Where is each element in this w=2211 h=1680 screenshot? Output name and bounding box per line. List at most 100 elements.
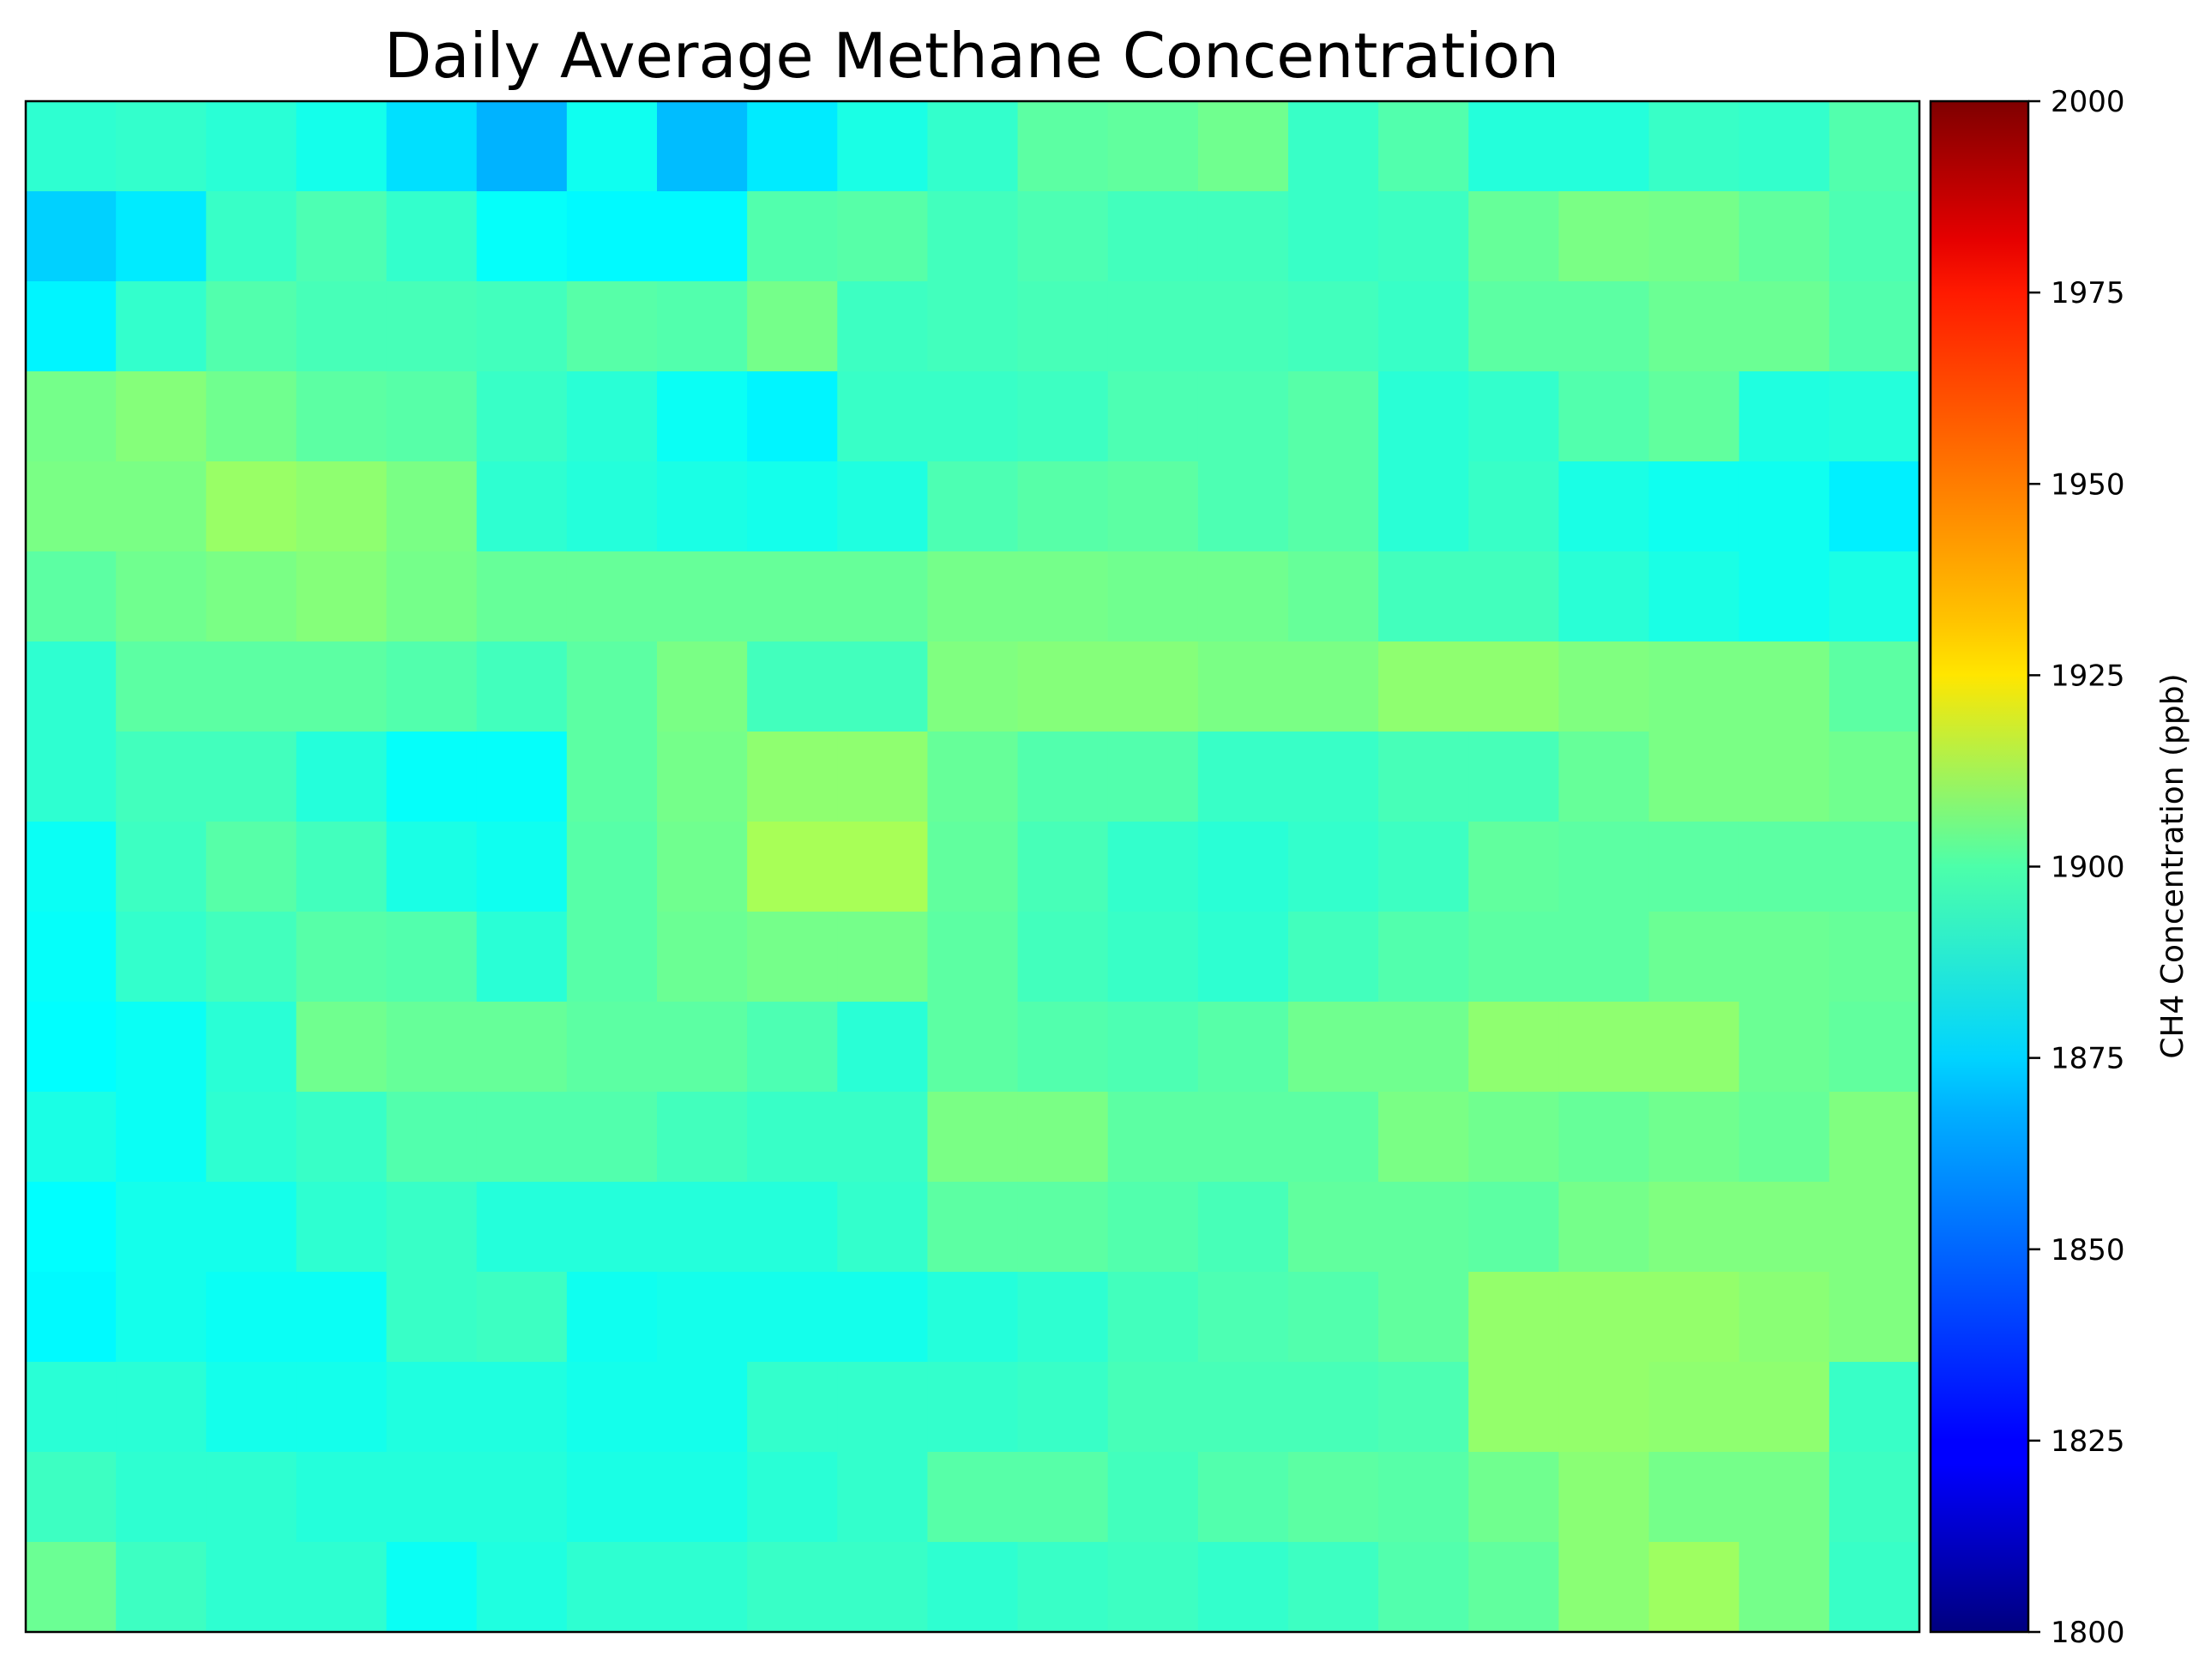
heatmap-cell <box>837 461 929 552</box>
heatmap-cell <box>1378 732 1469 822</box>
heatmap-cell <box>837 1272 929 1363</box>
heatmap-cell <box>566 1002 658 1093</box>
heatmap-cell <box>1558 461 1650 552</box>
heatmap-cell <box>1017 1182 1109 1273</box>
colorbar-tick-label: 1875 <box>2051 1042 2125 1076</box>
heatmap-cell <box>1738 912 1830 1003</box>
heatmap-cell <box>26 101 117 192</box>
heatmap-cell <box>927 551 1019 642</box>
heatmap-cell <box>1288 1362 1379 1453</box>
heatmap-cell <box>747 732 838 822</box>
plot-frame <box>24 99 1921 1634</box>
heatmap-cell <box>1558 551 1650 642</box>
heatmap-cell <box>657 101 748 192</box>
colorbar-tick-label: 1975 <box>2051 276 2125 310</box>
heatmap-cell <box>386 1272 478 1363</box>
heatmap-cell <box>1107 461 1199 552</box>
heatmap-cell <box>116 1272 207 1363</box>
heatmap-cell <box>1197 1452 1289 1543</box>
heatmap-cell <box>296 1182 388 1273</box>
heatmap-cell <box>1107 641 1199 732</box>
heatmap-cell <box>1378 1182 1469 1273</box>
heatmap-cell <box>476 101 568 192</box>
heatmap-cell <box>1828 1092 1920 1183</box>
heatmap-cell <box>1197 1092 1289 1183</box>
heatmap-cell <box>1378 1542 1469 1633</box>
heatmap-cell <box>1017 912 1109 1003</box>
heatmap-cell <box>1738 1362 1830 1453</box>
heatmap-cell <box>927 1092 1019 1183</box>
heatmap-cell <box>26 1362 117 1453</box>
heatmap-cell <box>1197 191 1289 282</box>
heatmap-cell <box>566 822 658 912</box>
heatmap-cell <box>1738 732 1830 822</box>
heatmap-cell <box>296 371 388 462</box>
heatmap-cell <box>296 1002 388 1093</box>
heatmap-cell <box>657 281 748 372</box>
heatmap-cell <box>296 101 388 192</box>
heatmap-cell <box>837 371 929 462</box>
heatmap-cell <box>1738 822 1830 912</box>
heatmap-cells <box>26 101 1920 1633</box>
heatmap-cell <box>1828 1182 1920 1273</box>
heatmap-cell <box>1738 101 1830 192</box>
heatmap-cell <box>476 1272 568 1363</box>
heatmap-cell <box>1468 101 1560 192</box>
heatmap-cell <box>566 281 658 372</box>
heatmap-cell <box>1558 191 1650 282</box>
heatmap-cell <box>26 822 117 912</box>
heatmap-cell <box>837 1542 929 1633</box>
heatmap-cell <box>657 1362 748 1453</box>
heatmap-cell <box>1648 551 1740 642</box>
heatmap-cell <box>837 1182 929 1273</box>
heatmap-cell <box>26 461 117 552</box>
heatmap-cell <box>657 461 748 552</box>
heatmap-cell <box>566 732 658 822</box>
heatmap-cell <box>566 1092 658 1183</box>
heatmap-cell <box>1828 101 1920 192</box>
heatmap-cell <box>296 551 388 642</box>
heatmap-cell <box>26 371 117 462</box>
heatmap-cell <box>927 371 1019 462</box>
heatmap-cell <box>1107 1362 1199 1453</box>
heatmap-cell <box>1468 822 1560 912</box>
heatmap-cell <box>747 912 838 1003</box>
heatmap-cell <box>657 912 748 1003</box>
heatmap-cell <box>1197 551 1289 642</box>
heatmap-cell <box>1648 1092 1740 1183</box>
heatmap-cell <box>566 551 658 642</box>
heatmap-cell <box>1828 912 1920 1003</box>
heatmap-cell <box>747 191 838 282</box>
heatmap-cell <box>1468 1452 1560 1543</box>
heatmap-cell <box>206 1002 298 1093</box>
heatmap-cell <box>1378 912 1469 1003</box>
heatmap-cell <box>116 912 207 1003</box>
heatmap-cell <box>747 1182 838 1273</box>
heatmap-cell <box>657 641 748 732</box>
heatmap-cell <box>1648 1542 1740 1633</box>
heatmap-cell <box>386 912 478 1003</box>
colorbar-tick-label: 1825 <box>2051 1424 2125 1459</box>
heatmap-cell <box>657 732 748 822</box>
colorbar-tick-label: 1800 <box>2051 1616 2125 1650</box>
heatmap-cell <box>1828 1362 1920 1453</box>
heatmap-cell <box>1107 732 1199 822</box>
heatmap-cell <box>296 912 388 1003</box>
heatmap-cell <box>26 191 117 282</box>
heatmap-cell <box>1107 1002 1199 1093</box>
heatmap-cell <box>1197 1542 1289 1633</box>
heatmap-cell <box>1017 1002 1109 1093</box>
heatmap-cell <box>1017 822 1109 912</box>
heatmap-cell <box>747 101 838 192</box>
heatmap-cell <box>1017 101 1109 192</box>
heatmap-cell <box>386 641 478 732</box>
heatmap-cell <box>1648 641 1740 732</box>
heatmap-cell <box>1738 1452 1830 1543</box>
heatmap-cell <box>1288 101 1379 192</box>
heatmap-cell <box>1017 641 1109 732</box>
heatmap-cell <box>837 191 929 282</box>
heatmap-cell <box>1558 281 1650 372</box>
heatmap-cell <box>1288 551 1379 642</box>
heatmap-cell <box>566 1362 658 1453</box>
heatmap-cell <box>1828 1452 1920 1543</box>
